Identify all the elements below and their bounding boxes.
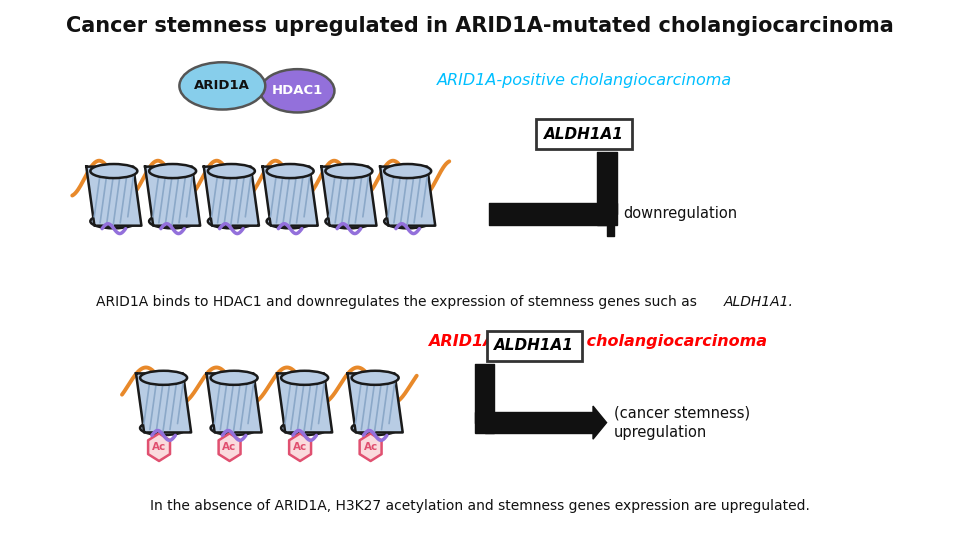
Text: HDAC1: HDAC1	[272, 84, 323, 97]
Ellipse shape	[281, 371, 328, 385]
Text: ARID1A-positive cholangiocarcinoma: ARID1A-positive cholangiocarcinoma	[437, 73, 732, 89]
Text: ALDH1A1: ALDH1A1	[544, 126, 624, 141]
Text: ARID1A: ARID1A	[194, 79, 251, 92]
Text: downregulation: downregulation	[623, 206, 737, 221]
Ellipse shape	[90, 164, 137, 178]
Ellipse shape	[325, 214, 372, 228]
Text: ARID1A-negative cholangiocarcinoma: ARID1A-negative cholangiocarcinoma	[428, 334, 767, 349]
Polygon shape	[145, 167, 201, 226]
Text: Ac: Ac	[223, 442, 237, 452]
Polygon shape	[204, 167, 259, 226]
Text: Cancer stemness upregulated in ARID1A-mutated cholangiocarcinoma: Cancer stemness upregulated in ARID1A-mu…	[66, 16, 894, 36]
Text: (cancer stemness): (cancer stemness)	[613, 405, 750, 420]
Polygon shape	[596, 203, 616, 225]
Ellipse shape	[140, 371, 187, 385]
Polygon shape	[148, 434, 170, 461]
Ellipse shape	[267, 214, 314, 228]
Text: In the absence of ARID1A, H3K27 acetylation and stemness genes expression are up: In the absence of ARID1A, H3K27 acetylat…	[150, 500, 810, 514]
Ellipse shape	[351, 421, 398, 435]
Text: Ac: Ac	[293, 442, 307, 452]
Ellipse shape	[260, 69, 334, 112]
Polygon shape	[263, 167, 318, 226]
Text: Ac: Ac	[364, 442, 377, 452]
Polygon shape	[322, 167, 376, 226]
Polygon shape	[380, 167, 435, 226]
Text: Ac: Ac	[152, 442, 166, 452]
Ellipse shape	[180, 62, 265, 110]
Ellipse shape	[210, 371, 257, 385]
Ellipse shape	[208, 164, 255, 178]
Ellipse shape	[325, 164, 372, 178]
Ellipse shape	[281, 421, 328, 435]
Ellipse shape	[384, 164, 431, 178]
Polygon shape	[206, 373, 262, 433]
Text: ALDH1A1: ALDH1A1	[494, 339, 574, 353]
Ellipse shape	[267, 164, 314, 178]
Ellipse shape	[149, 214, 196, 228]
Polygon shape	[86, 167, 141, 226]
Ellipse shape	[140, 421, 187, 435]
Ellipse shape	[210, 421, 257, 435]
Polygon shape	[219, 434, 241, 461]
Ellipse shape	[149, 164, 196, 178]
Polygon shape	[474, 412, 494, 434]
Polygon shape	[277, 373, 332, 433]
Polygon shape	[360, 434, 381, 461]
Ellipse shape	[90, 214, 137, 228]
Text: upregulation: upregulation	[613, 425, 708, 440]
Polygon shape	[289, 434, 311, 461]
Ellipse shape	[351, 371, 398, 385]
Polygon shape	[348, 373, 402, 433]
Polygon shape	[136, 373, 191, 433]
Text: ARID1A binds to HDAC1 and downregulates the expression of stemness genes such as: ARID1A binds to HDAC1 and downregulates …	[96, 294, 701, 308]
Ellipse shape	[384, 214, 431, 228]
Polygon shape	[593, 406, 607, 439]
Text: ALDH1A1.: ALDH1A1.	[724, 294, 794, 308]
Ellipse shape	[208, 214, 255, 228]
